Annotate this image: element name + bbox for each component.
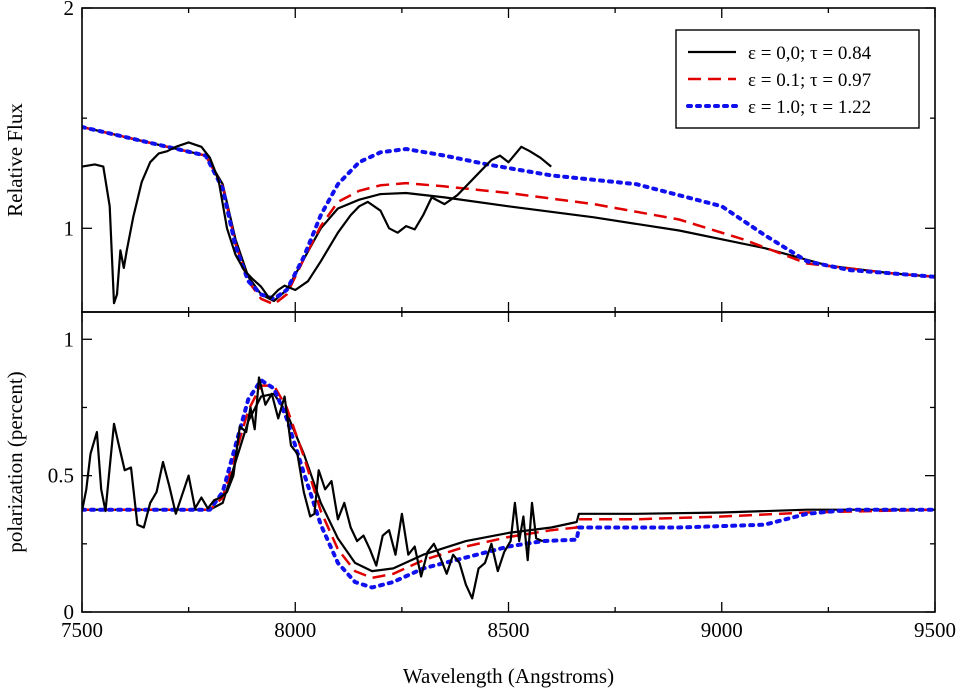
y-tick-label: 1 <box>64 327 75 351</box>
y-axis-title: polarization (percent) <box>3 371 27 552</box>
legend-label: ε = 0.1; τ = 0.97 <box>748 70 871 91</box>
y-axis-title: Relative Flux <box>3 103 27 217</box>
legend-label: ε = 1.0; τ = 1.22 <box>748 97 871 118</box>
series-line-solid <box>82 125 935 303</box>
series-line-observed <box>82 376 544 600</box>
series-line-observed <box>82 141 552 305</box>
flux-panel: 1 2 Relative Flux <box>3 0 936 313</box>
y-tick-label: 0.5 <box>48 464 74 488</box>
y-tick-label: 1 <box>64 216 75 240</box>
series-line-dotted <box>82 125 935 301</box>
legend: ε = 0,0; τ = 0.84 ε = 0.1; τ = 0.97 ε = 1.… <box>675 29 920 129</box>
y-tick-label: 0 <box>64 600 75 624</box>
plot-frame <box>81 311 936 613</box>
x-tick-label: 9500 <box>914 618 956 642</box>
series-line-dashed <box>82 384 935 580</box>
legend-label: ε = 0,0; τ = 0.84 <box>748 43 872 64</box>
series-line-dotted <box>82 378 935 590</box>
x-tick-label: 9000 <box>701 618 743 642</box>
x-tick-label: 8000 <box>274 618 316 642</box>
x-tick-label: 8500 <box>488 618 530 642</box>
series-line-dashed <box>82 125 935 306</box>
x-tick-label: 7500 <box>61 618 103 642</box>
y-tick-label: 2 <box>64 0 75 20</box>
polarization-panel: 0 0.5 1 polarization (percent) 7500 8000 8500 9… <box>3 311 956 642</box>
x-axis-title: Wavelength (Angstroms) <box>403 664 614 688</box>
